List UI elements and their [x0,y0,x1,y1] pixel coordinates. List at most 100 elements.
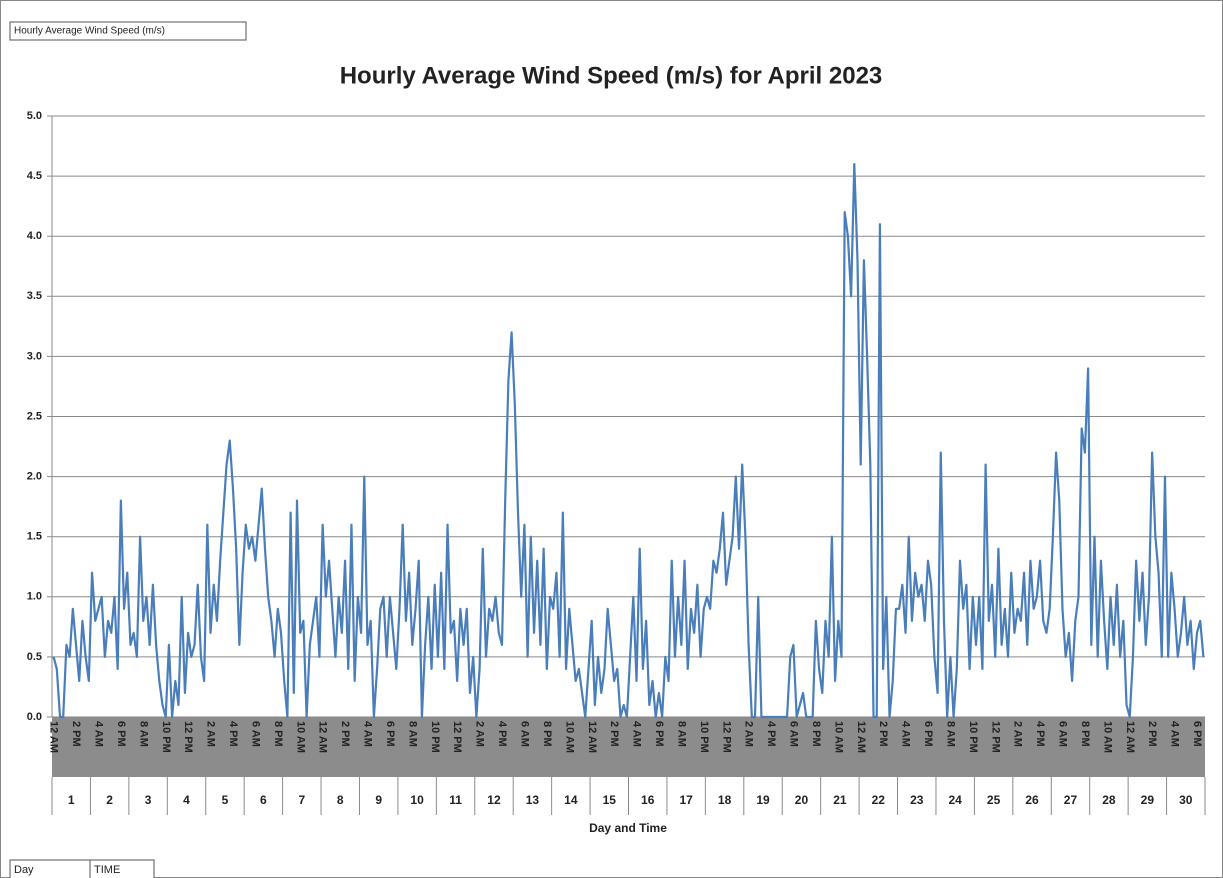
day-label: 6 [260,793,267,807]
x-tick-label: 8 PM [541,721,553,747]
x-tick-label: 8 AM [137,721,149,747]
x-tick-label: 10 AM [294,721,306,753]
day-label: 20 [795,793,809,807]
day-label: 11 [449,793,462,807]
x-tick-label: 10 PM [967,721,979,753]
day-label: 17 [679,793,693,807]
day-label: 13 [526,793,540,807]
x-tick-label: 6 PM [922,721,934,747]
x-label-band [52,717,1205,777]
x-tick-label: 10 PM [160,721,172,753]
day-label: 26 [1025,793,1039,807]
day-label: 8 [337,793,344,807]
x-tick-label: 4 AM [1169,721,1181,747]
x-tick-label: 2 PM [70,721,82,747]
x-tick-label: 8 PM [810,721,822,747]
x-tick-label: 8 PM [1079,721,1091,747]
x-tick-label: 2 AM [474,721,486,747]
day-label: 2 [106,793,113,807]
x-tick-label: 2 AM [743,721,755,747]
x-tick-label: 12 PM [989,721,1001,753]
x-tick-label: 12 AM [48,721,60,753]
y-tick-label: 1.5 [27,531,42,543]
x-tick-label: 10 PM [698,721,710,753]
day-label: 29 [1141,793,1155,807]
x-tick-label: 12 PM [182,721,194,753]
x-tick-label: 4 AM [362,721,374,747]
x-tick-label: 4 AM [631,721,643,747]
day-label: 18 [718,793,732,807]
x-tick-label: 12 AM [855,721,867,753]
x-tick-label: 6 PM [1191,721,1203,747]
y-tick-label: 2.0 [27,471,42,483]
x-tick-label: 2 AM [1012,721,1024,747]
x-tick-label: 10 AM [1101,721,1113,753]
y-tick-label: 2.5 [27,410,42,422]
day-label: 4 [183,793,190,807]
y-tick-label: 3.0 [27,350,42,362]
y-tick-label: 1.0 [27,591,42,603]
x-tick-label: 12 AM [1124,721,1136,753]
x-tick-label: 4 PM [496,721,508,747]
x-tick-label: 2 PM [877,721,889,747]
day-label: 5 [222,793,229,807]
y-tick-label: 0.5 [27,651,42,663]
x-tick-label: 4 PM [765,721,777,747]
x-tick-label: 12 AM [586,721,598,753]
x-tick-label: 6 PM [115,721,127,747]
x-tick-label: 8 AM [406,721,418,747]
y-tick-label: 4.0 [27,230,42,242]
x-tick-label: 12 PM [451,721,463,753]
x-tick-label: 10 AM [563,721,575,753]
x-tick-label: 2 PM [1146,721,1158,747]
x-tick-label: 6 AM [1057,721,1069,747]
y-tick-label: 3.5 [27,290,42,302]
x-tick-label: 12 PM [720,721,732,753]
x-tick-label: 6 AM [519,721,531,747]
day-label: 15 [603,793,617,807]
day-label: 23 [910,793,924,807]
data-line [52,162,1205,719]
footer-label: Day [14,864,34,876]
day-label: 28 [1102,793,1116,807]
x-tick-label: 2 PM [608,721,620,747]
day-label: 1 [68,793,75,807]
x-tick-label: 6 AM [249,721,261,747]
day-label: 27 [1064,793,1078,807]
day-label: 19 [756,793,770,807]
y-tick-label: 5.0 [27,110,42,122]
day-label: 7 [298,793,305,807]
y-tick-label: 0.0 [27,711,42,723]
x-axis-title: Day and Time [589,821,667,835]
x-tick-label: 2 AM [205,721,217,747]
day-label: 25 [987,793,1001,807]
x-tick-label: 6 PM [653,721,665,747]
header-label: Hourly Average Wind Speed (m/s) [14,26,165,37]
footer-box [89,859,155,878]
x-tick-label: 2 PM [339,721,351,747]
x-tick-label: 10 PM [429,721,441,753]
x-tick-label: 4 AM [900,721,912,747]
x-tick-label: 8 PM [272,721,284,747]
day-label: 3 [145,793,152,807]
x-tick-label: 6 AM [788,721,800,747]
day-label: 22 [872,793,886,807]
day-label: 12 [487,793,501,807]
day-label: 10 [410,793,424,807]
day-label: 21 [833,793,847,807]
day-label: 24 [949,793,963,807]
x-tick-label: 6 PM [384,721,396,747]
y-tick-label: 4.5 [27,170,42,182]
day-label: 14 [564,793,578,807]
header-box [9,21,247,41]
day-label: 16 [641,793,655,807]
chart-title: Hourly Average Wind Speed (m/s) for Apri… [340,62,883,89]
day-label: 30 [1179,793,1193,807]
x-tick-label: 12 AM [317,721,329,753]
day-label: 9 [375,793,382,807]
footer-label: TIME [94,864,120,876]
x-tick-label: 8 AM [675,721,687,747]
x-tick-label: 10 AM [832,721,844,753]
x-tick-label: 8 AM [944,721,956,747]
